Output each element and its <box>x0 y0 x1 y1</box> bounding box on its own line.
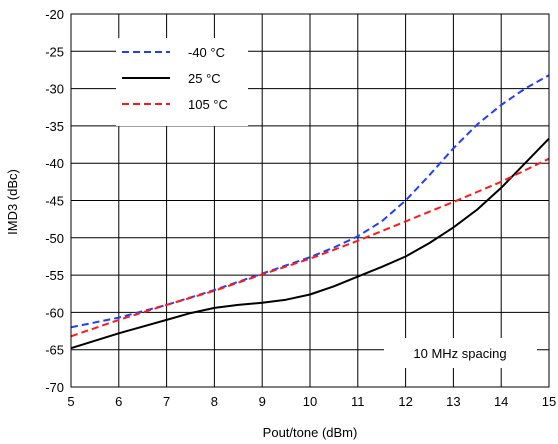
x-tick-label-5: 10 <box>303 394 317 409</box>
plot-border <box>70 13 550 388</box>
y-tick-label-8: -60 <box>45 305 64 320</box>
x-tick-label-0: 5 <box>67 394 74 409</box>
legend-label-2: 105 °C <box>188 97 228 112</box>
y-tick-labels: -20 -25 -30 -35 -40 -45 -50 -55 -60 -65 -70 <box>45 7 64 395</box>
y-tick-label-7: -55 <box>45 268 64 283</box>
y-tick-label-9: -65 <box>45 343 64 358</box>
y-tick-label-2: -30 <box>45 82 64 97</box>
x-tick-label-8: 13 <box>446 394 460 409</box>
x-tick-label-6: 11 <box>351 394 365 409</box>
annotation-background <box>384 338 537 368</box>
y-tick-label-3: -35 <box>45 119 64 134</box>
y-tick-label-5: -45 <box>45 194 64 209</box>
legend-label-0: -40 °C <box>188 45 225 60</box>
x-tick-label-2: 7 <box>163 394 170 409</box>
annotation-text: 10 MHz spacing <box>413 346 506 361</box>
plot-frame <box>70 13 550 388</box>
y-axis-title: IMD3 (dBc) <box>5 169 20 235</box>
y-tick-label-0: -20 <box>45 7 64 22</box>
y-tick-label-1: -25 <box>45 44 64 59</box>
x-axis-title: Pout/tone (dBm) <box>263 425 358 440</box>
y-tick-label-6: -50 <box>45 231 64 246</box>
series-lines <box>70 74 550 350</box>
annotation-box: 10 MHz spacing <box>384 338 537 368</box>
legend-label-1: 25 °C <box>188 71 221 86</box>
series-line-1 <box>70 137 550 350</box>
y-tick-label-4: -40 <box>45 156 64 171</box>
x-tick-label-9: 14 <box>494 394 508 409</box>
x-tick-label-4: 9 <box>259 394 266 409</box>
x-tick-label-3: 8 <box>211 394 218 409</box>
y-tick-label-10: -70 <box>45 380 64 395</box>
x-tick-label-7: 12 <box>398 394 412 409</box>
x-tick-label-1: 6 <box>115 394 122 409</box>
x-tick-labels: 5 6 7 8 9 10 11 12 13 14 15 <box>67 394 556 409</box>
legend: -40 °C 25 °C 105 °C <box>116 38 248 126</box>
series-line-2 <box>70 157 550 338</box>
x-tick-label-10: 15 <box>542 394 556 409</box>
